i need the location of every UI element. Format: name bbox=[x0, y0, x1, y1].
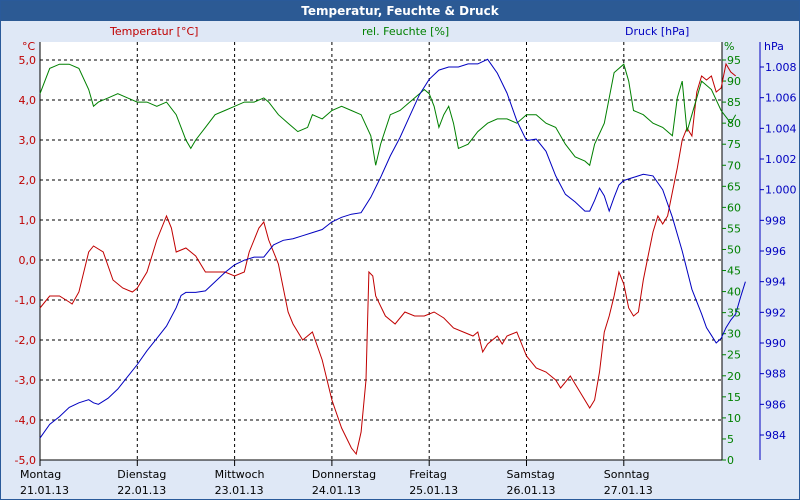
axis-labels: 5,0 4,0 3,0 2,0 1,0 0,0 -1,0 -2,0 -3,0 -4,0 -5,0Mo… bbox=[15, 25, 797, 497]
humidity-tick-label: 35 bbox=[727, 307, 741, 320]
temperature-unit-label: °C bbox=[22, 40, 36, 53]
temperature-line bbox=[39, 62, 737, 456]
humidity-tick-label: 20 bbox=[727, 370, 741, 383]
humidity-tick-label: 60 bbox=[727, 201, 741, 214]
day-date-label: 21.01.13 bbox=[20, 484, 69, 497]
temperature-tick-label: 1,0 bbox=[19, 214, 37, 227]
day-name-label: Donnerstag bbox=[312, 468, 376, 481]
pressure-tick-label: 1.000 bbox=[765, 184, 797, 197]
pressure-tick-label: 998 bbox=[765, 214, 786, 227]
temperature-tick-label: 5,0 bbox=[19, 54, 37, 67]
pressure-tick-label: 984 bbox=[765, 429, 786, 442]
humidity-tick-label: 95 bbox=[727, 54, 741, 67]
temperature-tick-label: 2,0 bbox=[19, 174, 37, 187]
pressure-tick-label: 988 bbox=[765, 368, 786, 381]
humidity-tick-label: 80 bbox=[727, 117, 741, 130]
humidity-tick-label: 40 bbox=[727, 286, 741, 299]
pressure-line bbox=[39, 58, 746, 439]
temperature-tick-label: -5,0 bbox=[15, 454, 36, 467]
humidity-tick-label: 70 bbox=[727, 159, 741, 172]
humidity-tick-label: 55 bbox=[727, 222, 741, 235]
pressure-tick-label: 1.004 bbox=[765, 122, 797, 135]
humidity-tick-label: 85 bbox=[727, 96, 741, 109]
pressure-tick-label: 1.006 bbox=[765, 92, 797, 105]
humidity-tick-label: 90 bbox=[727, 75, 741, 88]
humidity-line bbox=[39, 63, 737, 167]
plot-area bbox=[40, 42, 722, 460]
pressure-tick-label: 996 bbox=[765, 245, 786, 258]
chart-title: Temperatur, Feuchte & Druck bbox=[301, 4, 499, 18]
temperature-tick-label: -2,0 bbox=[15, 334, 36, 347]
pressure-tick-label: 1.002 bbox=[765, 153, 797, 166]
pressure-tick-label: 1.008 bbox=[765, 61, 797, 74]
humidity-tick-label: 25 bbox=[727, 349, 741, 362]
pressure-axis-title: Druck [hPa] bbox=[625, 25, 689, 38]
title-bar: Temperatur, Feuchte & Druck bbox=[1, 1, 799, 21]
day-name-label: Montag bbox=[20, 468, 61, 481]
day-name-label: Mittwoch bbox=[215, 468, 265, 481]
day-date-label: 25.01.13 bbox=[409, 484, 458, 497]
grid bbox=[40, 42, 722, 461]
humidity-tick-label: 15 bbox=[727, 391, 741, 404]
pressure-tick-label: 986 bbox=[765, 398, 786, 411]
humidity-unit-label: % bbox=[724, 40, 734, 53]
temperature-axis-title: Temperatur [°C] bbox=[109, 25, 198, 38]
humidity-tick-label: 30 bbox=[727, 328, 741, 341]
day-name-label: Freitag bbox=[409, 468, 447, 481]
series-lines bbox=[39, 58, 746, 456]
humidity-tick-label: 50 bbox=[727, 243, 741, 256]
humidity-tick-label: 0 bbox=[727, 454, 734, 467]
day-date-label: 27.01.13 bbox=[604, 484, 653, 497]
humidity-tick-label: 65 bbox=[727, 180, 741, 193]
temperature-tick-label: 4,0 bbox=[19, 94, 37, 107]
day-date-label: 24.01.13 bbox=[312, 484, 361, 497]
pressure-tick-label: 992 bbox=[765, 306, 786, 319]
humidity-axis-title: rel. Feuchte [%] bbox=[362, 25, 449, 38]
humidity-tick-label: 5 bbox=[727, 433, 734, 446]
temperature-tick-label: -1,0 bbox=[15, 294, 36, 307]
pressure-tick-label: 994 bbox=[765, 276, 786, 289]
day-name-label: Sonntag bbox=[604, 468, 650, 481]
temperature-tick-label: 3,0 bbox=[19, 134, 37, 147]
day-name-label: Samstag bbox=[507, 468, 555, 481]
humidity-tick-label: 45 bbox=[727, 265, 741, 278]
pressure-unit-label: hPa bbox=[764, 40, 784, 53]
pressure-tick-label: 990 bbox=[765, 337, 786, 350]
day-name-label: Dienstag bbox=[117, 468, 166, 481]
day-date-label: 22.01.13 bbox=[117, 484, 166, 497]
humidity-tick-label: 75 bbox=[727, 138, 741, 151]
temperature-tick-label: 0,0 bbox=[19, 254, 37, 267]
day-date-label: 23.01.13 bbox=[215, 484, 264, 497]
humidity-tick-label: 10 bbox=[727, 412, 741, 425]
day-date-label: 26.01.13 bbox=[507, 484, 556, 497]
temperature-tick-label: -4,0 bbox=[15, 414, 36, 427]
temperature-tick-label: -3,0 bbox=[15, 374, 36, 387]
